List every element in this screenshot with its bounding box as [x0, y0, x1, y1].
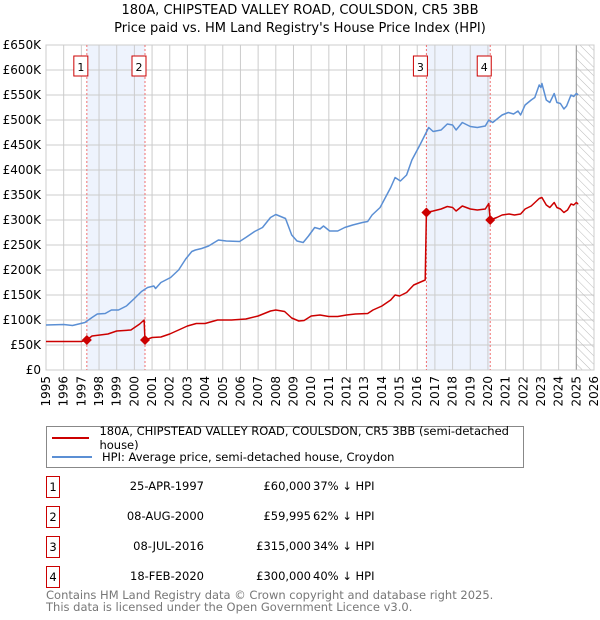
x-tick-label: 2017	[428, 376, 442, 407]
x-tick-label: 2002	[163, 376, 177, 407]
legend-label-property: 180A, CHIPSTEAD VALLEY ROAD, COULSDON, C…	[99, 424, 509, 452]
sale-label-box	[412, 55, 428, 77]
transaction-date: 08-AUG-2000	[126, 509, 204, 523]
legend-item-hpi: HPI: Average price, semi-detached house,…	[52, 449, 394, 465]
property-price-line	[46, 196, 579, 343]
transaction-number: 3	[46, 536, 60, 558]
legend-swatch-property	[52, 437, 90, 439]
x-tick-label: 2018	[446, 376, 460, 407]
legend-swatch-hpi	[52, 456, 92, 458]
transaction-price: £300,000	[256, 569, 311, 583]
y-tick-label: £350K	[3, 188, 43, 202]
x-tick-label: 2023	[534, 376, 548, 407]
x-tick-label: 2022	[516, 376, 530, 407]
y-tick-label: £650K	[3, 38, 43, 52]
chart-subtitle: Price paid vs. HM Land Registry's House …	[114, 21, 486, 36]
legend-label-hpi: HPI: Average price, semi-detached house,…	[102, 450, 395, 464]
x-tick-label: 1999	[110, 376, 124, 407]
x-tick-label: 2014	[375, 376, 389, 407]
sale-period-band	[426, 45, 491, 370]
y-tick-label: £200K	[3, 263, 43, 277]
x-tick-label: 1996	[57, 376, 71, 407]
y-tick-label: £500K	[3, 113, 43, 127]
hpi-line	[45, 82, 579, 327]
transaction-row: 1 25-APR-1997 £60,000 37% ↓ HPI	[46, 476, 446, 498]
x-tick-label: 1998	[92, 376, 106, 407]
x-tick-label: 2010	[304, 376, 318, 407]
transaction-row: 4 18-FEB-2020 £300,000 40% ↓ HPI	[46, 566, 446, 588]
x-tick-label: 2000	[127, 376, 141, 407]
sale-point	[81, 335, 92, 345]
transaction-number: 1	[46, 476, 60, 498]
legend: 180A, CHIPSTEAD VALLEY ROAD, COULSDON, C…	[46, 424, 524, 468]
sale-label-number: 3	[417, 61, 424, 74]
y-tick-label: £600K	[3, 63, 43, 77]
sale-period-band	[86, 45, 145, 370]
x-tick-label: 2020	[481, 376, 495, 407]
y-tick-label: £400K	[3, 163, 43, 177]
chart-title: 180A, CHIPSTEAD VALLEY ROAD, COULSDON, C…	[121, 3, 479, 18]
x-tick-label: 2012	[340, 376, 354, 407]
transaction-hpi-diff: 40% ↓ HPI	[313, 569, 375, 583]
transaction-price: £315,000	[256, 539, 311, 553]
x-tick-label: 2021	[499, 376, 513, 407]
y-tick-label: £50K	[10, 338, 42, 352]
y-tick-label: £250K	[3, 238, 43, 252]
sale-label-number: 1	[77, 61, 84, 74]
plot-frame	[45, 44, 595, 371]
forecast-hatch	[576, 45, 594, 370]
sale-point	[139, 335, 150, 345]
y-tick-label: £300K	[3, 213, 43, 227]
x-tick-label: 2015	[393, 376, 407, 407]
sale-label-number: 2	[135, 61, 142, 74]
footer-licence: This data is licensed under the Open Gov…	[46, 600, 413, 614]
sale-point	[421, 207, 432, 218]
transaction-date: 18-FEB-2020	[130, 569, 204, 583]
y-tick-label: £550K	[3, 88, 43, 102]
transaction-hpi-diff: 37% ↓ HPI	[313, 479, 375, 493]
transaction-price: £60,000	[263, 479, 311, 493]
x-tick-label: 2001	[145, 376, 159, 407]
x-tick-label: 2024	[552, 376, 566, 407]
transaction-hpi-diff: 62% ↓ HPI	[313, 509, 375, 523]
x-tick-label: 2016	[410, 376, 424, 407]
sale-label-box	[131, 55, 147, 77]
transaction-number: 2	[46, 506, 60, 528]
x-tick-label: 2008	[269, 376, 283, 407]
transaction-row: 2 08-AUG-2000 £59,995 62% ↓ HPI	[46, 506, 446, 528]
legend-item-property: 180A, CHIPSTEAD VALLEY ROAD, COULSDON, C…	[52, 424, 523, 452]
transaction-number: 4	[46, 566, 60, 588]
x-tick-label: 2026	[587, 376, 600, 407]
transaction-date: 25-APR-1997	[129, 479, 204, 493]
transaction-row: 3 08-JUL-2016 £315,000 34% ↓ HPI	[46, 536, 446, 558]
transaction-hpi-diff: 34% ↓ HPI	[313, 539, 375, 553]
x-tick-label: 2004	[198, 376, 212, 407]
x-tick-label: 2007	[251, 376, 265, 407]
y-tick-label: £150K	[3, 288, 43, 302]
x-tick-label: 1997	[74, 376, 88, 407]
x-tick-label: 2019	[463, 376, 477, 407]
x-tick-label: 2005	[216, 376, 230, 407]
sale-label-number: 4	[481, 61, 488, 74]
y-tick-label: £0	[26, 363, 41, 377]
sale-label-box	[476, 55, 492, 77]
sale-label-box	[73, 55, 89, 77]
x-tick-label: 2013	[357, 376, 371, 407]
transaction-date: 08-JUL-2016	[133, 539, 204, 553]
x-tick-label: 2011	[322, 376, 336, 407]
y-tick-label: £100K	[3, 313, 43, 327]
footer-copyright: Contains HM Land Registry data © Crown c…	[46, 588, 494, 602]
x-tick-label: 2006	[233, 376, 247, 407]
x-tick-label: 1995	[39, 376, 53, 407]
x-tick-label: 2003	[180, 376, 194, 407]
sale-point	[485, 215, 496, 225]
price-chart: £0 £50K £100K £150K £200K £250K £300K £350K £400…	[3, 38, 600, 407]
transaction-price: £59,995	[263, 509, 311, 523]
x-tick-label: 2009	[286, 376, 300, 407]
x-tick-label: 2025	[569, 376, 583, 407]
y-tick-label: £450K	[3, 138, 43, 152]
